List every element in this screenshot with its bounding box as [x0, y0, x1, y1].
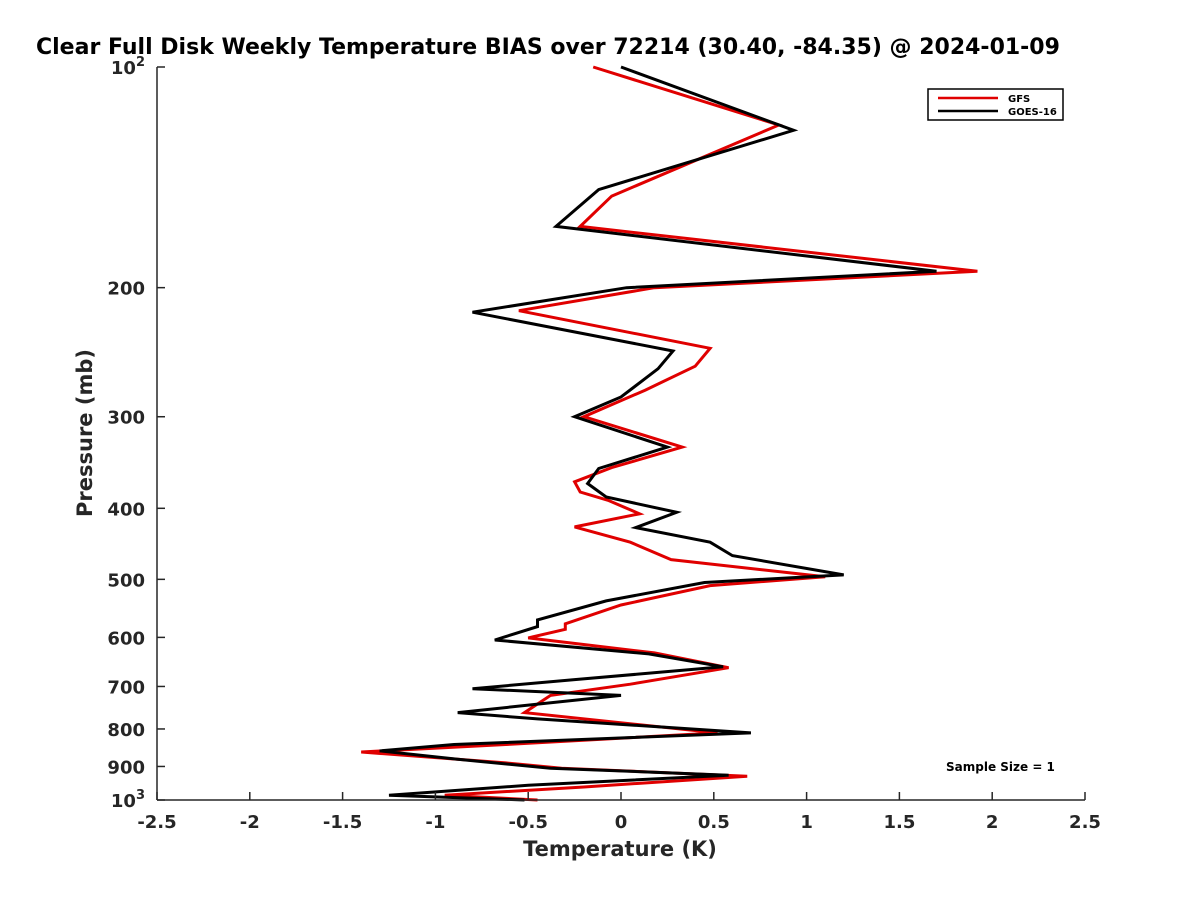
x-tick-label: 0.5 — [698, 812, 730, 833]
x-tick-label: 2.5 — [1069, 812, 1101, 833]
series-line-0 — [361, 65, 978, 802]
axes-layer: -2.5 -2 -1.5 -1 -0.5 0 0.5 1 1.5 2 2.5 102 200 300 400… — [107, 55, 1101, 833]
y-tick-label: 500 — [107, 570, 145, 591]
sample-size-annotation: Sample Size = 1 — [946, 760, 1055, 774]
legend: GFS GOES-16 — [927, 88, 1064, 121]
chart-title: Clear Full Disk Weekly Temperature BIAS … — [36, 35, 1060, 60]
y-tick-label: 200 — [107, 279, 145, 300]
y-tick-label: 103 — [111, 788, 145, 812]
x-tick-label: 2 — [986, 812, 999, 833]
y-tick-label: 700 — [107, 677, 145, 698]
y-tick-label: 102 — [111, 55, 145, 79]
x-tick-label: -0.5 — [509, 812, 548, 833]
legend-box — [927, 88, 1064, 121]
x-tick-label: -1.5 — [323, 812, 362, 833]
y-tick-label: 800 — [107, 720, 145, 741]
x-tick-label: 1.5 — [883, 812, 915, 833]
series-line-1 — [379, 65, 937, 802]
x-tick-label: 0 — [615, 812, 628, 833]
y-tick-label: 300 — [107, 408, 145, 429]
y-tick-label: 900 — [107, 757, 145, 778]
legend-label: GFS — [1008, 94, 1030, 105]
y-axis-label: Pressure (mb) — [73, 349, 97, 517]
y-tick-label: 400 — [107, 499, 145, 520]
series-layer — [361, 65, 978, 802]
x-tick-label: 1 — [800, 812, 813, 833]
x-axis-label: Temperature (K) — [523, 837, 717, 861]
x-tick-label: -1 — [425, 812, 445, 833]
legend-label: GOES-16 — [1008, 107, 1057, 118]
y-tick-label: 600 — [107, 628, 145, 649]
x-tick-label: -2.5 — [137, 812, 176, 833]
x-tick-label: -2 — [240, 812, 260, 833]
